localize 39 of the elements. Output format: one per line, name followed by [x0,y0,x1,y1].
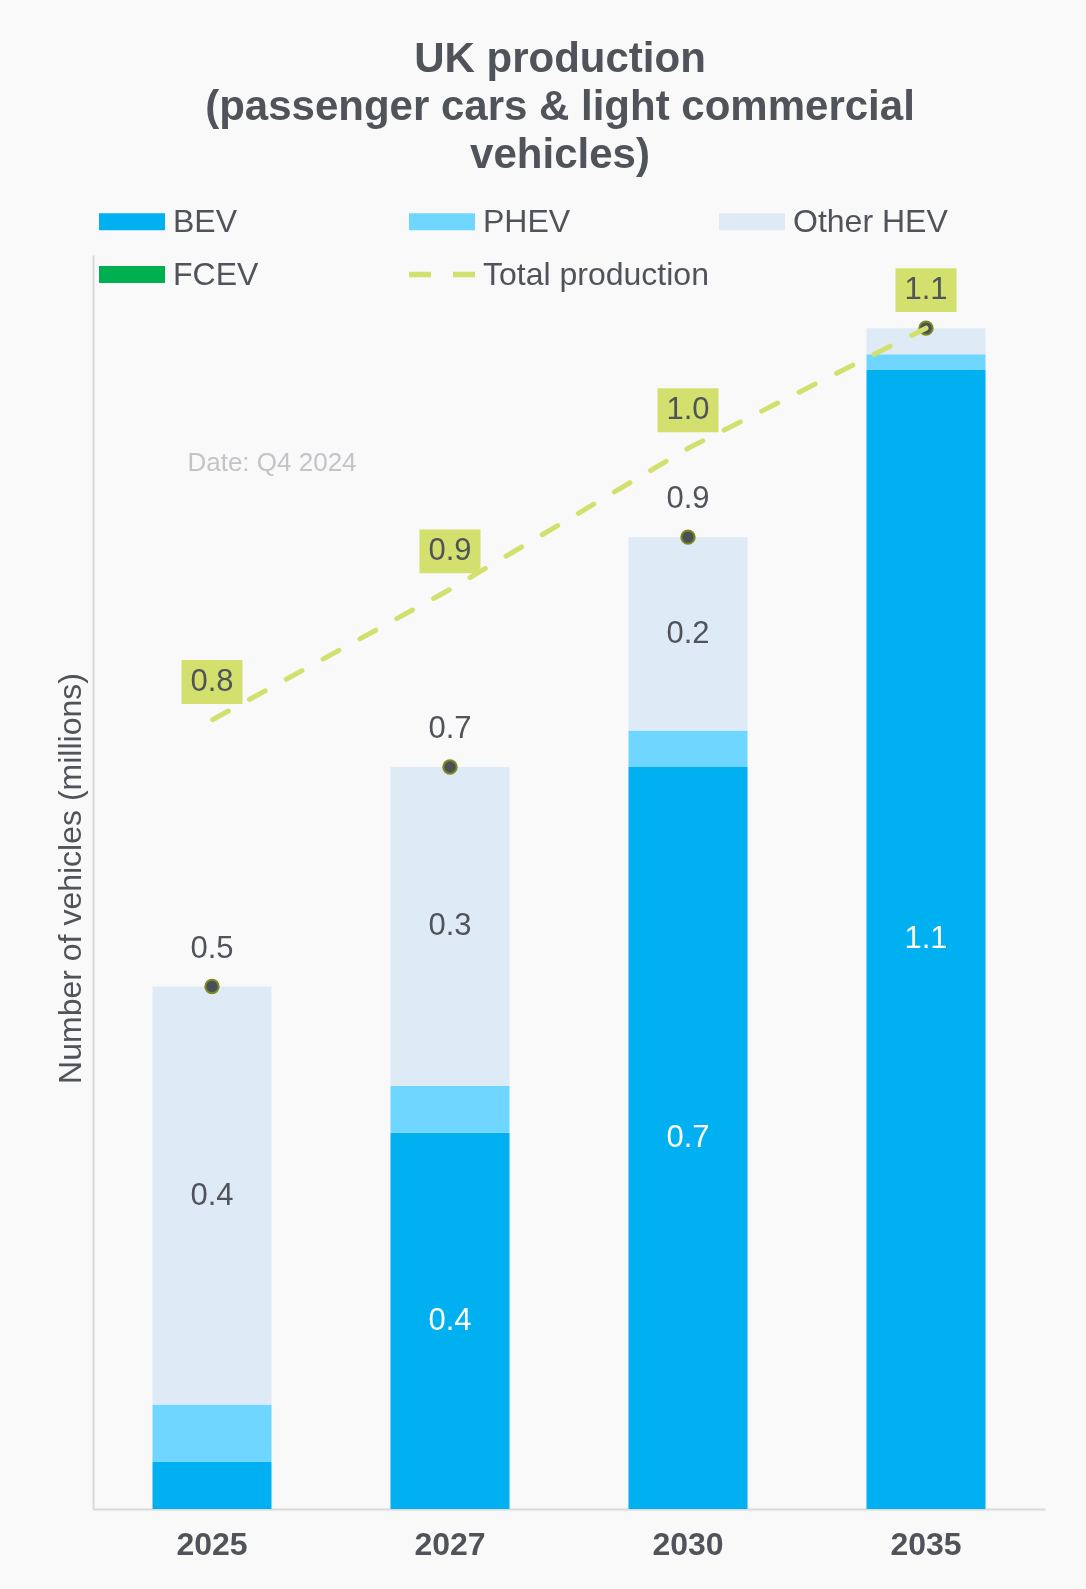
data-label: 1.0 [666,391,710,427]
point [204,978,220,995]
bar [628,767,748,1509]
bar [866,328,986,355]
data-label: 1.1 [904,920,948,956]
y-axis-title: Number of vehicles (millions) [51,673,88,1084]
data-label: 0.7 [428,710,472,746]
data-label: 0.8 [190,663,234,699]
bar [390,1085,510,1133]
data-label: 0.4 [190,1176,234,1212]
data-label: 0.3 [428,907,472,943]
bar [390,767,510,1086]
bar [628,537,748,731]
bar [152,1461,272,1509]
data-label: 0.2 [666,614,710,650]
x-tick-label: 2025 [176,1525,248,1562]
data-label: 0.4 [428,1301,472,1337]
bar [866,354,986,370]
bar [152,1404,272,1462]
bar [152,986,272,1405]
legend-label: Total production [483,255,709,292]
point [680,529,696,545]
legend-label: BEV [173,202,238,239]
data-label: 1.1 [904,271,948,307]
x-tick-label: 2030 [652,1525,724,1562]
bar [628,730,748,768]
data-label: 0.9 [428,532,472,568]
legend-label: PHEV [483,202,571,239]
point [442,759,458,775]
x-tick-label: 2027 [414,1525,486,1562]
legend-label: FCEV [173,255,259,292]
data-label: 0.7 [666,1119,710,1155]
bar [866,369,986,1509]
data-label: 0.5 [190,929,234,965]
bar [390,1132,510,1509]
data-label: 0.9 [666,480,710,516]
chart-title: UK production (passenger cars & light commercial vehicles) [205,34,915,177]
x-tick-label: 2035 [890,1525,962,1562]
legend-label: Other HEV [793,202,949,239]
